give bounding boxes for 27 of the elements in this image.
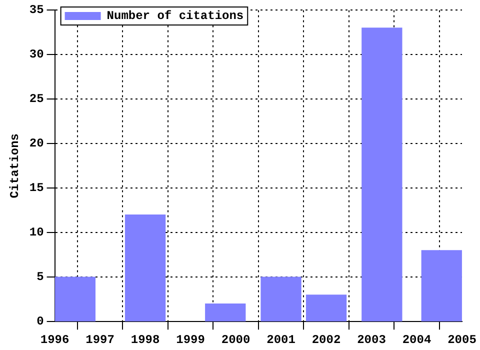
bar <box>260 276 302 322</box>
y-tick-label: 25 <box>29 92 44 106</box>
y-tick-label: 20 <box>29 136 44 151</box>
x-tick-label: 2000 <box>221 332 250 347</box>
y-tick-label: 30 <box>29 48 44 62</box>
legend-label: Number of citations <box>106 9 244 24</box>
bar <box>124 214 166 322</box>
y-axis-title: Citations <box>8 133 22 198</box>
bar <box>205 303 246 322</box>
bar <box>306 294 347 322</box>
x-tick-label: 2005 <box>448 332 476 347</box>
x-tick-label: 1999 <box>176 332 205 347</box>
x-tick-label: 1996 <box>40 332 70 347</box>
y-tick-label: 10 <box>29 226 44 240</box>
x-tick-label: 2003 <box>357 332 386 347</box>
x-tick-label: 2004 <box>402 332 432 347</box>
x-tick-label: 2001 <box>266 332 296 347</box>
bar <box>54 276 96 322</box>
x-tick-label: 2002 <box>312 332 341 347</box>
y-tick-label: 15 <box>29 181 44 196</box>
y-tick-label: 35 <box>29 3 44 18</box>
bar <box>362 28 402 322</box>
x-tick-label: 1997 <box>86 332 114 347</box>
y-tick-label: 0 <box>36 314 44 329</box>
bar <box>421 250 462 322</box>
x-tick-label: 1998 <box>130 332 160 347</box>
y-tick-label: 5 <box>36 270 44 284</box>
